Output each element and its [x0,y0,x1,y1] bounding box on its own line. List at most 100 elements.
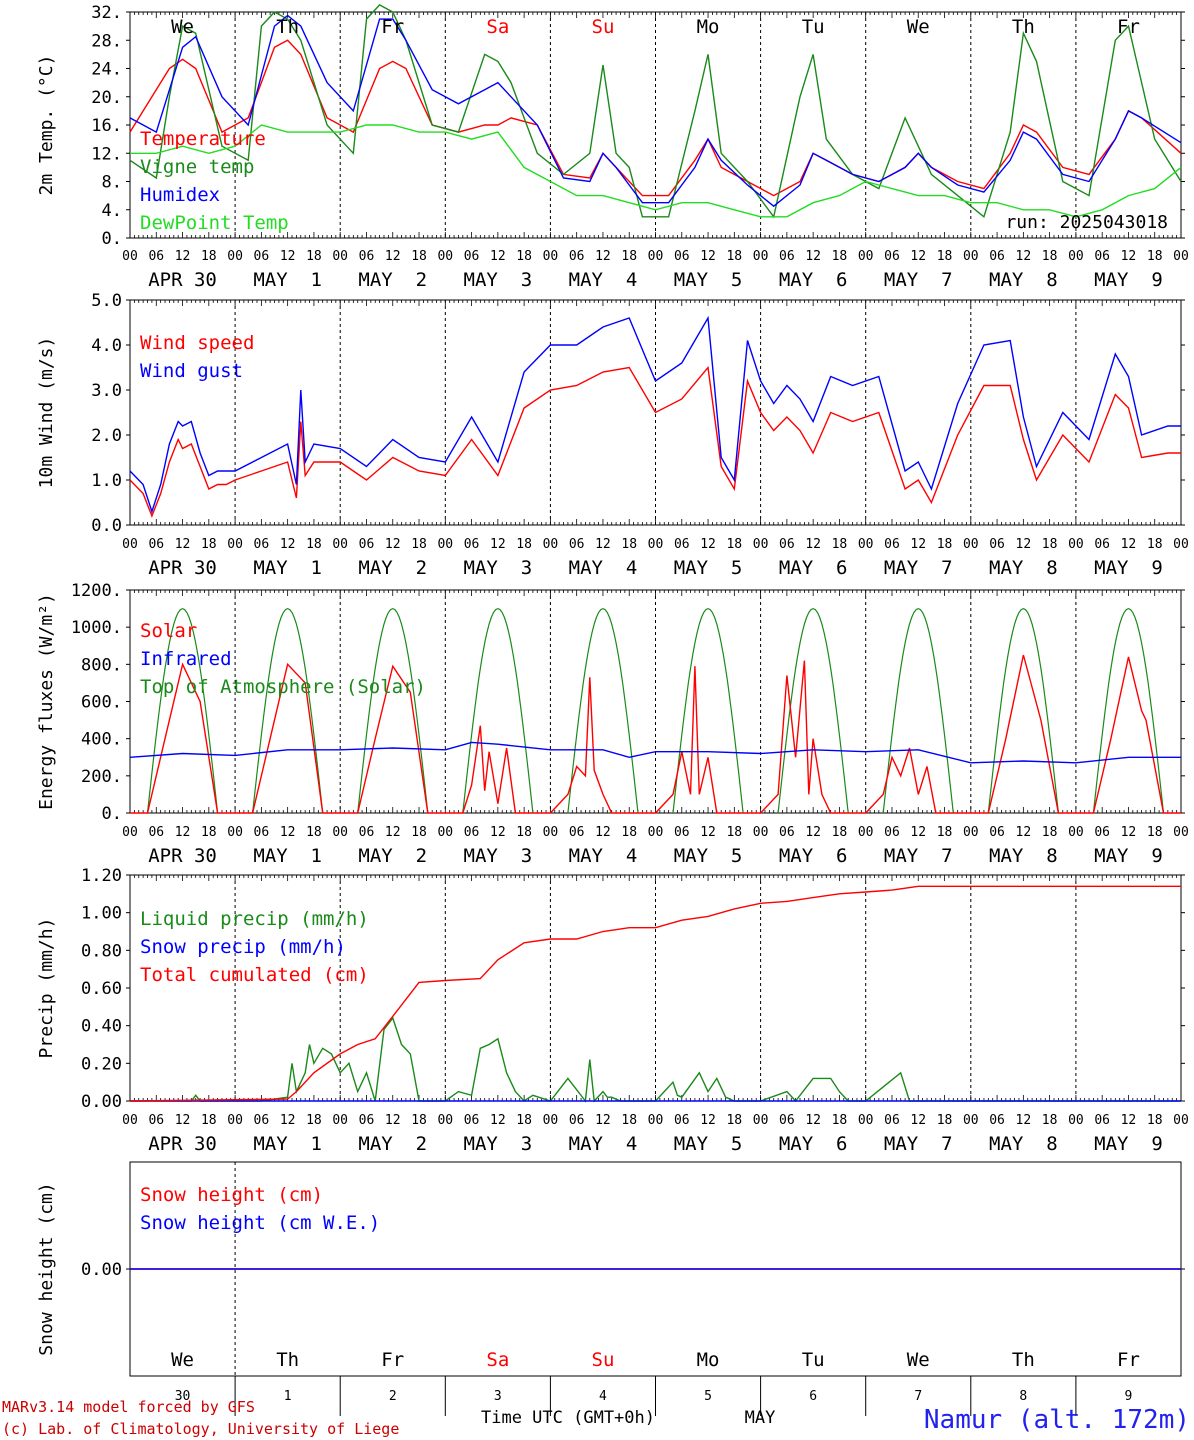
hour-tick-label: 00 [227,825,243,840]
hour-tick-label: 12 [805,1113,821,1128]
date-label: MAY 3 [464,845,533,867]
date-label: MAY 2 [358,269,427,291]
hour-tick-label: 06 [989,249,1005,264]
hour-tick-label: 18 [621,825,637,840]
hour-tick-label: 06 [148,825,164,840]
hour-tick-label: 06 [359,537,375,552]
y-tick-label: 0.20 [81,1054,122,1074]
hour-tick-label: 12 [490,825,506,840]
hour-tick-label: 12 [805,537,821,552]
series-line-top-of-atmosphere [567,607,639,814]
hour-tick-label: 18 [201,1113,217,1128]
hour-tick-label: 12 [175,249,191,264]
date-label: MAY 9 [1094,845,1163,867]
hour-tick-label: 00 [858,825,874,840]
y-axis-label: Energy fluxes (W/m²) [36,593,57,810]
weekday-label: We [907,16,930,38]
date-label: MAY 4 [569,1133,638,1155]
date-label: APR 30 [148,557,217,579]
hour-tick-label: 00 [543,537,559,552]
hour-tick-label: 00 [648,249,664,264]
hour-tick-label: 12 [1121,825,1137,840]
date-label: MAY 8 [989,845,1058,867]
y-tick-label: 0. [102,804,122,824]
hour-tick-label: 06 [779,537,795,552]
y-tick-label: 0.40 [81,1017,122,1037]
hour-tick-label: 06 [779,825,795,840]
hour-tick-label: 18 [1042,825,1058,840]
y-tick-label: 28. [91,31,122,51]
hour-tick-label: 00 [753,537,769,552]
hour-tick-label: 18 [306,537,322,552]
date-label: MAY 8 [989,1133,1058,1155]
y-axis-label: Snow height (cm) [36,1182,57,1355]
hour-tick-label: 12 [1016,249,1032,264]
hour-tick-label: 00 [227,537,243,552]
hour-tick-label: 06 [1094,1113,1110,1128]
series-line-top-of-atmosphere [882,607,954,814]
hour-tick-label: 06 [148,249,164,264]
hour-tick-label: 00 [858,537,874,552]
hour-tick-label: 06 [674,249,690,264]
weekday-label: Sa [486,1349,509,1371]
legend-entry: Total cumulated (cm) [140,964,369,986]
hour-tick-label: 00 [1173,537,1189,552]
date-label: MAY 4 [569,557,638,579]
hour-tick-label: 06 [148,537,164,552]
hour-tick-label: 12 [700,1113,716,1128]
y-tick-label: 4. [102,201,122,221]
hour-tick-label: 00 [858,1113,874,1128]
hour-tick-label: 18 [411,537,427,552]
hour-tick-label: 00 [543,249,559,264]
hour-tick-label: 12 [595,537,611,552]
hour-tick-label: 12 [595,825,611,840]
weekday-label: Th [1012,16,1035,38]
hour-tick-label: 00 [1068,1113,1084,1128]
hour-tick-label: 18 [1147,825,1163,840]
hour-tick-label: 06 [359,249,375,264]
date-label: MAY 9 [1094,557,1163,579]
legend-entry: Solar [140,620,197,642]
y-tick-label: 1200. [71,581,122,601]
hour-tick-label: 00 [1173,1113,1189,1128]
hour-tick-label: 12 [175,1113,191,1128]
weekday-label: Tu [802,16,825,38]
hour-tick-label: 06 [464,249,480,264]
day-number-label: 5 [704,1389,712,1404]
hour-tick-label: 12 [1121,1113,1137,1128]
date-label: MAY 4 [569,845,638,867]
hour-tick-label: 18 [306,825,322,840]
hour-tick-label: 00 [1173,825,1189,840]
day-number-label: 9 [1125,1389,1133,1404]
series-line-vigne-temp [129,4,1182,219]
hour-tick-label: 18 [201,249,217,264]
hour-tick-label: 00 [1068,825,1084,840]
hour-tick-label: 12 [385,825,401,840]
day-number-label: 4 [599,1389,607,1404]
hour-tick-label: 18 [306,249,322,264]
hour-tick-label: 12 [700,537,716,552]
y-tick-label: 0. [102,229,122,249]
hour-tick-label: 00 [753,249,769,264]
legend-entry: Wind speed [140,332,254,354]
day-number-label: 8 [1019,1389,1027,1404]
hour-tick-label: 18 [201,537,217,552]
hour-tick-label: 00 [753,825,769,840]
hour-tick-label: 18 [937,825,953,840]
hour-tick-label: 18 [621,537,637,552]
day-number-label: 3 [494,1389,502,1404]
hour-tick-label: 06 [464,537,480,552]
hour-tick-label: 12 [700,825,716,840]
date-label: MAY 8 [989,269,1058,291]
y-axis-label: 2m Temp. (°C) [36,55,57,196]
hour-tick-label: 06 [254,249,270,264]
hour-tick-label: 18 [201,825,217,840]
y-tick-label: 1000. [71,618,122,638]
hour-tick-label: 06 [884,537,900,552]
date-label: APR 30 [148,845,217,867]
hour-tick-label: 12 [1016,825,1032,840]
date-label: MAY 2 [358,845,427,867]
date-label: MAY 6 [779,1133,848,1155]
hour-tick-label: 06 [569,825,585,840]
hour-tick-label: 12 [385,1113,401,1128]
